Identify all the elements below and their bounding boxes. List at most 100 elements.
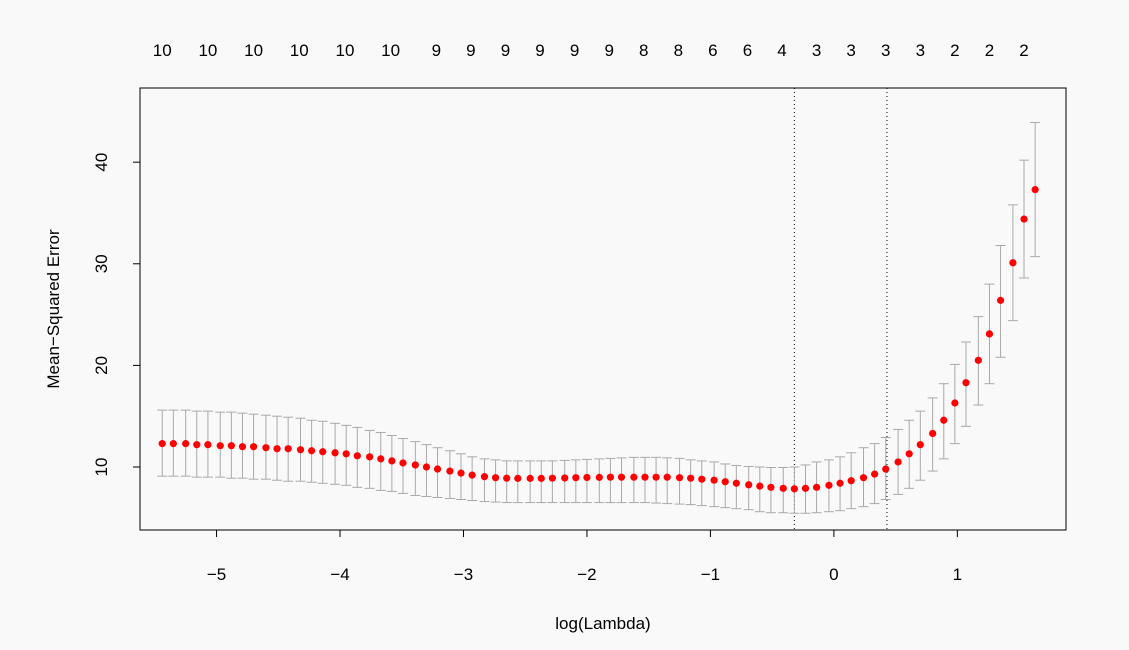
point-57: [812, 483, 821, 491]
point-11: [284, 445, 292, 453]
point-33: [537, 474, 545, 482]
point-43: [652, 473, 660, 481]
point-23: [422, 463, 431, 471]
point-68: [940, 416, 948, 424]
point-59: [836, 479, 844, 487]
top-count-label-3: 10: [290, 41, 309, 60]
top-count-label-16: 4: [777, 41, 786, 60]
y-axis-title: Mean−Squared Error: [44, 229, 63, 389]
point-73: [996, 296, 1005, 304]
point-70: [962, 379, 970, 387]
x-tick-label-1: −4: [330, 565, 349, 584]
point-40: [617, 473, 626, 481]
point-62: [871, 470, 879, 478]
top-count-label-20: 3: [916, 41, 925, 60]
point-41: [630, 473, 638, 481]
top-count-label-17: 3: [812, 41, 821, 60]
point-26: [457, 469, 465, 477]
point-16: [342, 450, 350, 458]
point-21: [399, 459, 407, 467]
top-count-label-8: 9: [501, 41, 510, 60]
point-47: [698, 475, 706, 483]
x-tick-label-2: −3: [454, 565, 473, 584]
x-tick-label-5: 0: [829, 565, 838, 584]
point-5: [216, 442, 224, 450]
top-count-label-2: 10: [244, 41, 263, 60]
point-55: [790, 485, 798, 493]
point-74: [1009, 259, 1017, 267]
top-axis-nonzero-counts: 10 10 10 10 10 10 9 9 9 9 9 9 8 8 6 6 4 3 3 3 3 2 2 2: [153, 41, 1029, 60]
point-31: [514, 474, 522, 482]
x-axis: −5 −4 −3 −2 −1 0 1: [207, 529, 962, 584]
point-7: [238, 443, 247, 451]
point-24: [433, 465, 442, 473]
vertical-reference-lines: [793, 88, 888, 530]
point-4: [204, 441, 212, 449]
top-count-label-14: 6: [708, 41, 717, 60]
point-37: [583, 473, 591, 482]
top-count-label-5: 10: [381, 41, 400, 60]
point-63: [882, 465, 890, 473]
top-count-label-6: 9: [432, 41, 441, 60]
point-46: [687, 474, 695, 482]
y-axis: 10 20 30 40: [92, 153, 141, 477]
point-45: [675, 474, 684, 482]
top-count-label-4: 10: [335, 41, 354, 60]
point-10: [273, 445, 281, 453]
point-75: [1020, 215, 1028, 223]
point-67: [929, 429, 937, 438]
point-18: [366, 453, 374, 461]
point-54: [779, 484, 787, 492]
point-52: [756, 482, 764, 490]
point-12: [296, 446, 305, 454]
point-9: [262, 444, 270, 452]
point-29: [491, 474, 500, 482]
point-65: [905, 450, 913, 458]
point-48: [710, 476, 718, 484]
x-tick-label-6: 1: [953, 565, 962, 584]
top-count-label-9: 9: [535, 41, 544, 60]
top-count-label-0: 10: [153, 41, 172, 60]
top-count-label-18: 3: [846, 41, 855, 60]
point-22: [411, 461, 419, 469]
top-count-label-19: 3: [881, 41, 890, 60]
point-61: [859, 474, 868, 482]
top-count-label-11: 9: [604, 41, 613, 60]
point-44: [663, 473, 671, 481]
point-0: [158, 440, 166, 448]
point-39: [606, 473, 615, 481]
top-count-label-1: 10: [198, 41, 217, 60]
point-2: [182, 440, 190, 448]
point-76: [1031, 186, 1039, 194]
top-count-label-21: 2: [950, 41, 959, 60]
y-tick-label-3: 40: [92, 153, 111, 172]
point-50: [732, 479, 740, 487]
point-8: [249, 443, 258, 451]
y-tick-label-0: 10: [92, 458, 111, 477]
y-tick-label-2: 30: [92, 254, 111, 273]
point-72: [985, 330, 994, 338]
point-36: [572, 474, 580, 482]
y-tick-label-1: 20: [92, 356, 111, 375]
point-71: [974, 356, 982, 364]
x-axis-title: log(Lambda): [555, 614, 650, 633]
point-28: [480, 473, 489, 481]
top-count-label-15: 6: [743, 41, 752, 60]
point-66: [916, 441, 924, 449]
point-32: [526, 474, 534, 482]
point-19: [377, 455, 385, 463]
x-tick-label-4: −1: [701, 565, 720, 584]
point-14: [319, 448, 327, 456]
top-count-label-7: 9: [466, 41, 475, 60]
point-42: [641, 473, 649, 481]
point-38: [595, 473, 603, 481]
point-49: [721, 478, 729, 486]
point-51: [745, 481, 753, 489]
point-13: [308, 447, 316, 455]
top-count-label-10: 9: [570, 41, 579, 60]
point-30: [503, 474, 511, 482]
point-64: [894, 458, 902, 466]
top-count-label-13: 8: [674, 41, 683, 60]
point-3: [193, 441, 201, 449]
